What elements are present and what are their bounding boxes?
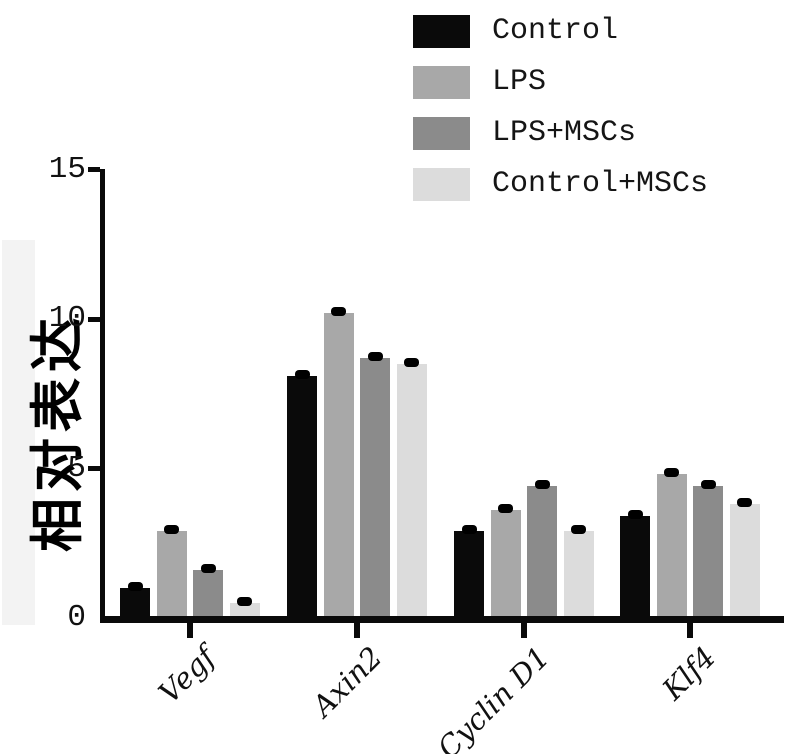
y-tick-label: 15	[48, 151, 86, 187]
error-bar-control-cyclin-d1	[461, 525, 477, 535]
error-bar-control-vegf	[127, 582, 143, 592]
legend-label: LPS+MSCs	[492, 116, 637, 150]
legend-swatch-control	[413, 14, 470, 48]
y-tick-mark	[88, 466, 100, 471]
bar-control-klf4	[620, 516, 651, 618]
y-axis-line	[100, 168, 105, 623]
error-bar-control-axin2	[294, 369, 310, 379]
bar-control-axin2	[287, 375, 318, 618]
bar-control-mscs-axin2	[396, 363, 427, 618]
legend-item-lps-mscs: LPS+MSCs	[413, 116, 708, 150]
error-bar-lps-axin2	[331, 307, 347, 317]
legend-swatch-control-mscs	[413, 167, 470, 201]
scan-artifact-band	[2, 240, 35, 625]
bar-lps-vegf	[156, 531, 187, 618]
bar-lps-mscs-cyclin-d1	[527, 486, 558, 618]
legend-item-lps: LPS	[413, 65, 708, 99]
legend-label: Control+MSCs	[492, 167, 709, 201]
legend-item-control: Control	[413, 14, 708, 48]
error-bar-lps-klf4	[664, 468, 680, 478]
legend-swatch-lps-mscs	[413, 116, 470, 150]
bar-lps-axin2	[323, 313, 354, 618]
error-bar-lps-vegf	[164, 525, 180, 535]
legend-swatch-lps	[413, 65, 470, 99]
error-bar-control-mscs-cyclin-d1	[571, 525, 587, 535]
legend-label: LPS	[492, 65, 547, 99]
error-bar-lps-mscs-vegf	[200, 564, 216, 574]
bar-lps-mscs-vegf	[193, 570, 224, 618]
x-tick-mark	[187, 623, 193, 638]
x-category-label-axin2: Axin2	[305, 640, 390, 724]
x-tick-mark	[687, 623, 693, 638]
legend-item-control-mscs: Control+MSCs	[413, 167, 708, 201]
bar-lps-mscs-axin2	[360, 357, 391, 618]
error-bar-lps-mscs-klf4	[700, 480, 716, 490]
bar-lps-klf4	[656, 474, 687, 618]
error-bar-lps-mscs-axin2	[367, 351, 383, 361]
error-bar-control-mscs-vegf	[237, 597, 253, 607]
x-axis-line	[100, 616, 784, 623]
error-bar-control-mscs-klf4	[737, 498, 753, 508]
y-tick-label: 10	[48, 301, 86, 336]
bar-lps-mscs-klf4	[693, 486, 724, 618]
x-category-label-vegf: Vegf	[152, 640, 223, 710]
error-bar-control-mscs-axin2	[404, 357, 420, 367]
bar-lps-cyclin-d1	[490, 510, 521, 618]
bar-control-mscs-klf4	[729, 504, 760, 618]
x-tick-mark	[521, 623, 527, 638]
legend: Control LPS LPS+MSCs Control+MSCs	[413, 14, 708, 218]
bar-control-vegf	[120, 588, 151, 618]
x-category-label-cyclin-d1: Cyclin D1	[430, 640, 557, 754]
y-tick-mark	[88, 316, 100, 322]
error-bar-lps-cyclin-d1	[498, 504, 514, 514]
bar-control-mscs-vegf	[229, 603, 260, 618]
y-tick-label: 0	[67, 600, 86, 635]
y-tick-mark	[88, 167, 100, 172]
error-bar-control-klf4	[627, 510, 643, 520]
error-bar-lps-mscs-cyclin-d1	[534, 480, 550, 490]
y-tick-label: 5	[67, 450, 86, 486]
x-category-label-klf4: Klf4	[655, 640, 723, 707]
x-tick-mark	[354, 623, 360, 638]
bar-control-mscs-cyclin-d1	[563, 531, 594, 618]
bar-control-cyclin-d1	[454, 531, 485, 618]
legend-label: Control	[492, 14, 619, 48]
